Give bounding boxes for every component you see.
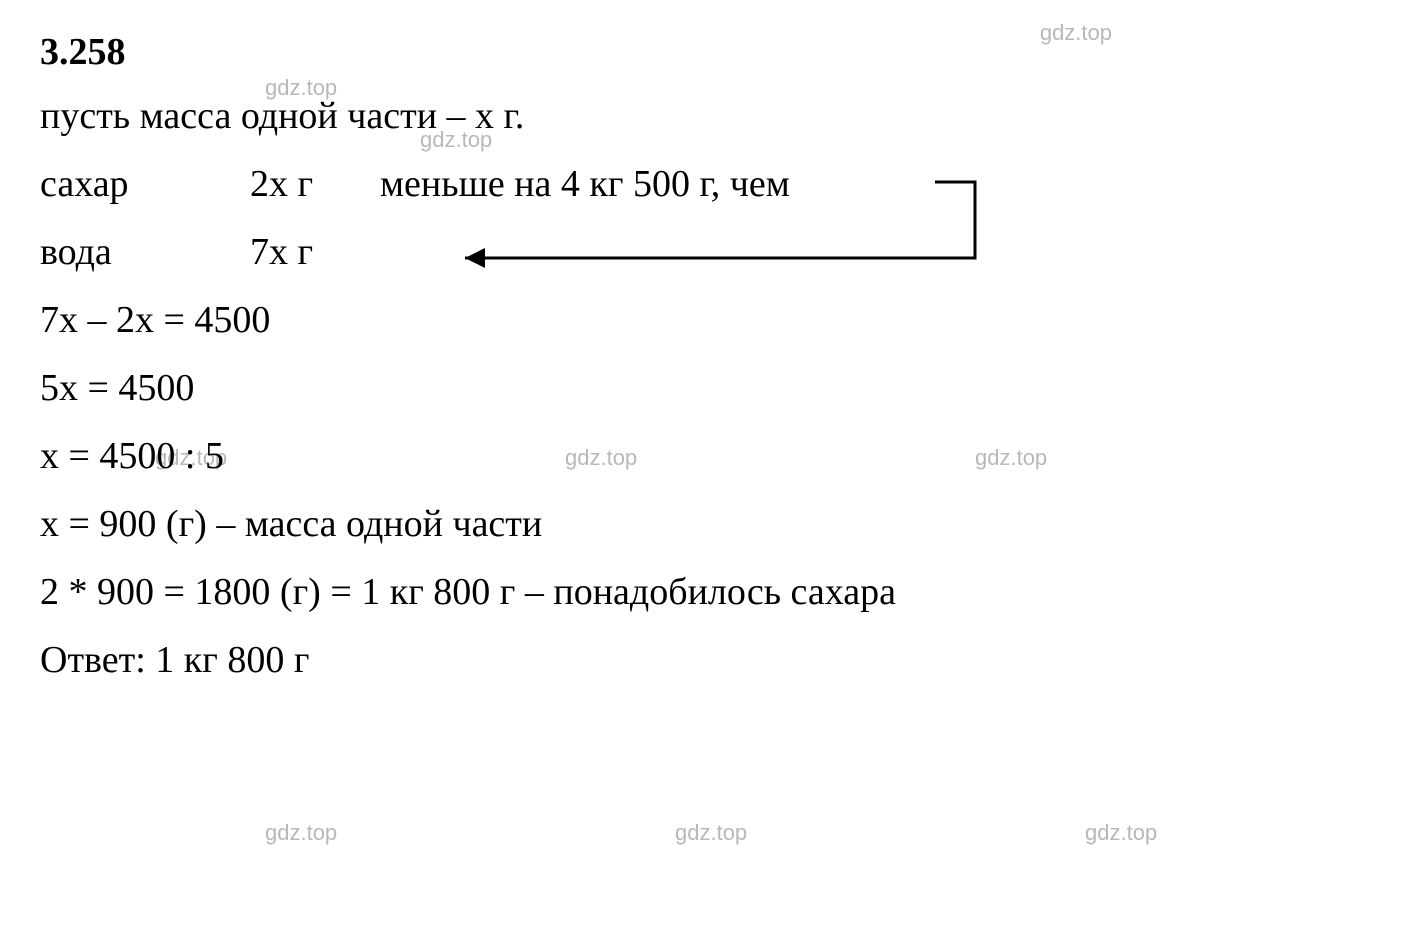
equation-line: 7x – 2x = 4500 [40, 298, 1362, 342]
watermark: gdz.top [1040, 20, 1112, 46]
watermark: gdz.top [1085, 820, 1157, 846]
intro-text: пусть масса одной части – x г. [40, 94, 1362, 138]
problem-number: 3.258 [40, 30, 1362, 74]
equation-line: 2 * 900 = 1800 (г) = 1 кг 800 г – понадо… [40, 570, 1362, 614]
arrow-diagram [35, 170, 1235, 300]
watermark: gdz.top [675, 820, 747, 846]
equation-line: x = 900 (г) – масса одной части [40, 502, 1362, 546]
equation-line: 5x = 4500 [40, 366, 1362, 410]
bracket-arrow-icon [35, 170, 1235, 300]
watermark: gdz.top [265, 820, 337, 846]
answer-line: Ответ: 1 кг 800 г [40, 638, 1362, 682]
equation-line: x = 4500 : 5 [40, 434, 1362, 478]
